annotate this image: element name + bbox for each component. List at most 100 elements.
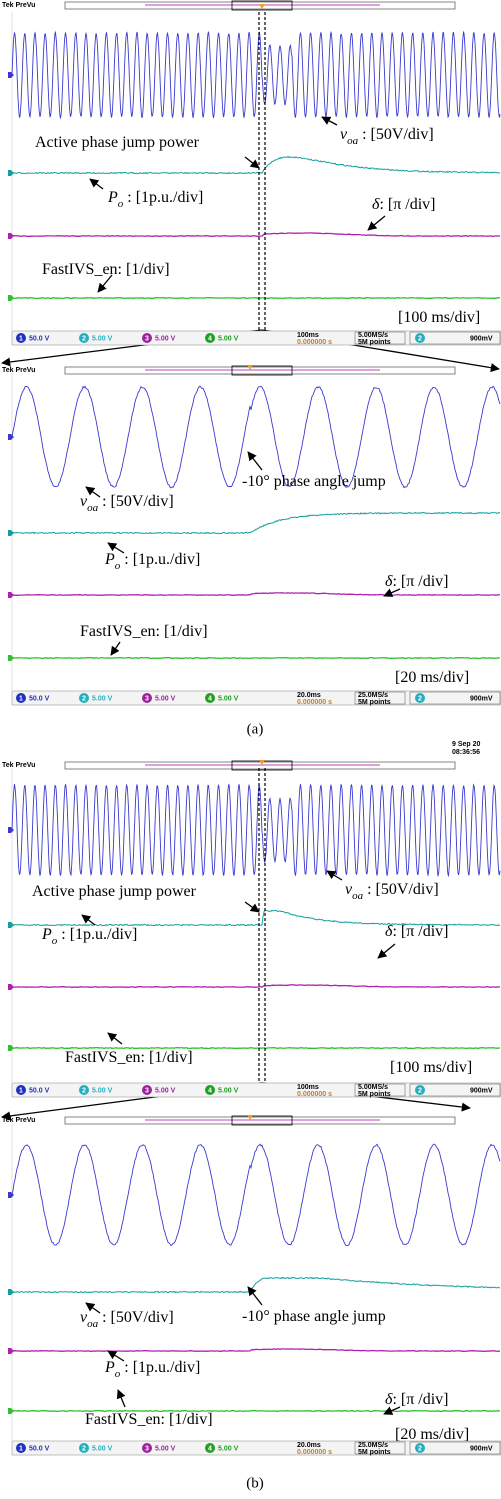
- timebase: 20.0ms: [297, 1442, 321, 1449]
- trace-label: δ: [π /div]: [385, 573, 449, 590]
- channel-number: 4: [208, 1087, 212, 1094]
- sample-rate: 25.0MS/s: [358, 1442, 388, 1449]
- channel-scale: 5.00 V: [92, 1445, 113, 1452]
- label-part: P: [104, 551, 115, 568]
- channel-scale: 5.00 V: [218, 695, 239, 702]
- channel-scale: 5.00 V: [155, 335, 176, 342]
- label-part: : [π /div]: [392, 1391, 448, 1408]
- channel-scale: 5.00 V: [218, 1445, 239, 1452]
- channel-scale: 5.00 V: [155, 1087, 176, 1094]
- trace-label: [100 ms/div]: [390, 1059, 472, 1076]
- channel-number: 1: [19, 695, 23, 702]
- trace-label: δ: [π /div]: [385, 1391, 449, 1408]
- channel-number: 2: [82, 335, 86, 342]
- label-part: : [1p.u./div]: [57, 926, 137, 943]
- record-length: 5M points: [358, 699, 391, 706]
- channel-scale: 5.00 V: [92, 695, 113, 702]
- trace-label: FastIVS_en: [1/div]: [85, 1411, 213, 1428]
- channel-scale: 50.0 V: [29, 1445, 50, 1452]
- channel-scale: 5.00 V: [218, 335, 239, 342]
- record-length: 5M points: [358, 1091, 391, 1098]
- label-part: : [1p.u./div]: [123, 189, 203, 206]
- channel-scale: 50.0 V: [29, 1087, 50, 1094]
- trace-label: Active phase jump power: [35, 134, 200, 151]
- label-part: -10° phase angle jump: [242, 1308, 386, 1325]
- scope-brand: Tek PreVu: [2, 762, 35, 769]
- trace-label: δ: [π /div]: [385, 923, 449, 940]
- trace-label: FastIVS_en: [1/div]: [80, 623, 208, 640]
- channel-number: 4: [208, 1445, 212, 1452]
- trace-label: [20 ms/div]: [395, 669, 469, 686]
- sample-rate: 5.00MS/s: [358, 332, 388, 339]
- channel-number: 3: [145, 1087, 149, 1094]
- trigger-source: 2: [418, 695, 422, 702]
- channel-number: 1: [19, 335, 23, 342]
- channel-number: 2: [82, 1445, 86, 1452]
- time-offset: 0.000000 s: [297, 339, 332, 346]
- trigger-source: 2: [418, 1445, 422, 1452]
- trigger-source: 2: [418, 335, 422, 342]
- channel-scale: 5.00 V: [92, 1087, 113, 1094]
- label-part: FastIVS_en: [1/div]: [85, 1411, 213, 1428]
- channel-number: 4: [208, 335, 212, 342]
- trigger-source: 2: [418, 1087, 422, 1094]
- label-part: [100 ms/div]: [390, 1059, 472, 1076]
- sample-rate: 5.00MS/s: [358, 1084, 388, 1091]
- trigger-level: 900mV: [470, 695, 493, 702]
- caption: (a): [247, 721, 264, 737]
- trace-label: -10° phase angle jump: [242, 1308, 386, 1325]
- label-part: : [1p.u./div]: [120, 551, 200, 568]
- caption: (b): [246, 1475, 264, 1491]
- label-part: : [50V/div]: [358, 126, 434, 143]
- timestamp: 9 Sep 20: [452, 741, 481, 748]
- channel-number: 1: [19, 1087, 23, 1094]
- channel-number: 1: [19, 1445, 23, 1452]
- timebase: 100ms: [297, 332, 319, 339]
- label-part: P: [41, 926, 52, 943]
- channel-scale: 5.00 V: [218, 1087, 239, 1094]
- enable-trace: [12, 658, 500, 659]
- channel-scale: 50.0 V: [29, 335, 50, 342]
- channel-scale: 50.0 V: [29, 695, 50, 702]
- label-part: : [π /div]: [392, 923, 448, 940]
- label-part: oa: [87, 1318, 99, 1330]
- channel-scale: 5.00 V: [155, 695, 176, 702]
- trace-label: FastIVS_en: [1/div]: [65, 1049, 193, 1066]
- time-offset: 0.000000 s: [297, 699, 332, 706]
- label-part: [100 ms/div]: [398, 309, 480, 326]
- channel-number: 4: [208, 695, 212, 702]
- time-offset: 0.000000 s: [297, 1449, 332, 1456]
- channel-number: 3: [145, 335, 149, 342]
- label-part: [20 ms/div]: [395, 669, 469, 686]
- trace-label: FastIVS_en: [1/div]: [42, 261, 170, 278]
- record-length: 5M points: [358, 339, 391, 346]
- time-offset: 0.000000 s: [297, 1091, 332, 1098]
- enable-trace: [12, 298, 500, 299]
- channel-scale: 5.00 V: [155, 1445, 176, 1452]
- figure: (a) (b) Tek PreVu Active phase jump power…: [0, 0, 501, 1499]
- trace-label: Active phase jump power: [32, 883, 197, 900]
- timestamp: 08:36:56: [452, 749, 480, 756]
- label-part: : [50V/div]: [363, 881, 439, 898]
- trace-label: -10° phase angle jump: [242, 473, 386, 490]
- label-part: FastIVS_en: [1/div]: [65, 1049, 193, 1066]
- channel-scale: 5.00 V: [92, 335, 113, 342]
- record-length: 5M points: [358, 1449, 391, 1456]
- label-part: : [50V/div]: [98, 1309, 174, 1326]
- trigger-level: 900mV: [470, 335, 493, 342]
- label-part: oa: [347, 135, 359, 147]
- label-part: -10° phase angle jump: [242, 473, 386, 490]
- label-part: Active phase jump power: [32, 883, 197, 900]
- channel-number: 3: [145, 1445, 149, 1452]
- label-part: Active phase jump power: [35, 134, 200, 151]
- label-part: : [π /div]: [392, 573, 448, 590]
- trigger-level: 900mV: [470, 1087, 493, 1094]
- background: [0, 0, 501, 1499]
- channel-number: 2: [82, 1087, 86, 1094]
- label-part: P: [104, 1359, 115, 1376]
- channel-number: 3: [145, 695, 149, 702]
- scope-brand: Tek PreVu: [2, 367, 35, 374]
- trace-label: [100 ms/div]: [398, 309, 480, 326]
- trace-label: δ: [π /div]: [372, 196, 436, 213]
- trace-label: [20 ms/div]: [395, 1426, 469, 1443]
